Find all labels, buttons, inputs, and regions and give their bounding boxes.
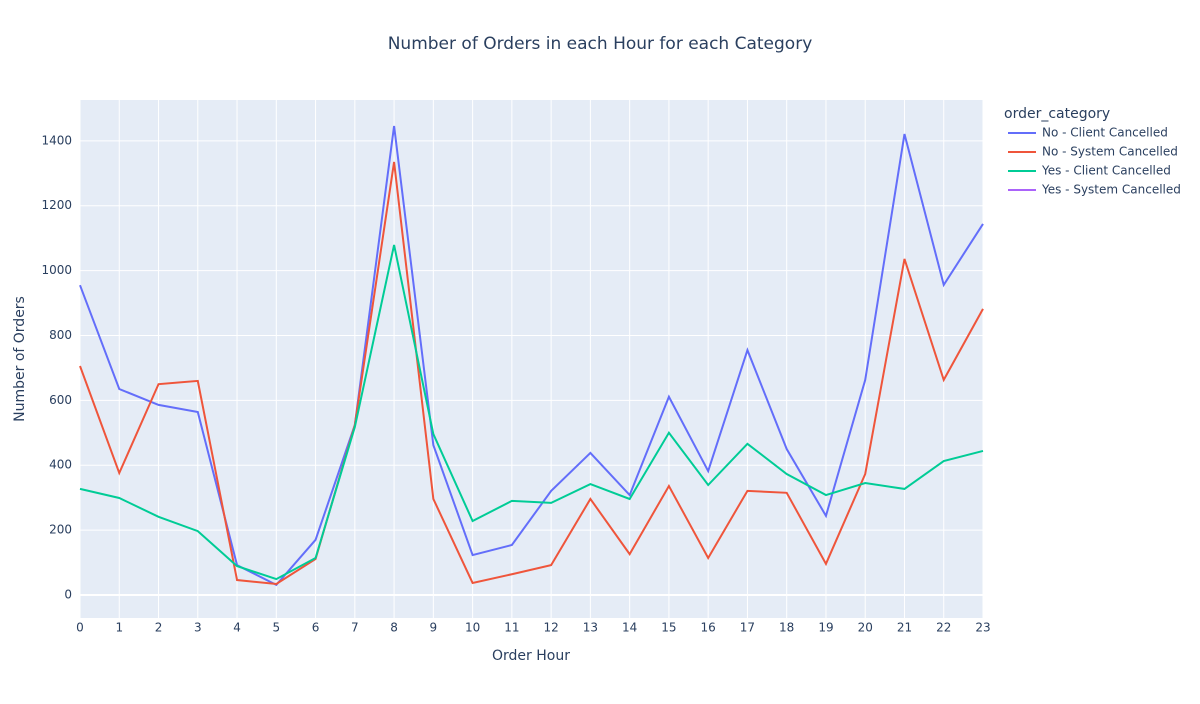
x-tick-label: 12 xyxy=(543,621,558,635)
y-axis-title: Number of Orders xyxy=(12,296,28,422)
y-tick-label: 1200 xyxy=(41,198,72,212)
x-tick-label: 21 xyxy=(897,621,912,635)
x-tick-label: 18 xyxy=(779,621,794,635)
legend-label: No - Client Cancelled xyxy=(1042,126,1168,140)
chart-title: Number of Orders in each Hour for each C… xyxy=(388,34,813,54)
x-tick-label: 14 xyxy=(622,621,637,635)
x-tick-label: 13 xyxy=(583,621,598,635)
series-line xyxy=(79,244,984,581)
x-tick-label: 5 xyxy=(272,621,280,635)
x-tick-label: 4 xyxy=(233,621,241,635)
x-axis-title: Order Hour xyxy=(492,648,570,664)
y-tick-label: 0 xyxy=(64,587,72,601)
x-tick-label: 20 xyxy=(858,621,873,635)
x-tick-label: 10 xyxy=(465,621,480,635)
x-tick-label: 9 xyxy=(430,621,438,635)
x-tick-label: 22 xyxy=(936,621,951,635)
y-tick-label: 200 xyxy=(49,523,72,537)
x-tick-label: 15 xyxy=(661,621,676,635)
x-tick-label: 2 xyxy=(155,621,163,635)
legend-label: No - System Cancelled xyxy=(1042,145,1178,159)
x-tick-label: 6 xyxy=(312,621,320,635)
y-tick-label: 400 xyxy=(49,458,72,472)
x-tick-label: 17 xyxy=(740,621,755,635)
x-tick-label: 1 xyxy=(115,621,123,635)
y-tick-label: 1000 xyxy=(41,263,72,277)
x-tick-label: 16 xyxy=(701,621,716,635)
y-tick-label: 600 xyxy=(49,393,72,407)
series-line xyxy=(79,161,984,585)
plot-area xyxy=(80,100,983,618)
x-tick-label: 3 xyxy=(194,621,202,635)
legend-label: Yes - Client Cancelled xyxy=(1041,164,1171,178)
legend-title: order_category xyxy=(1004,106,1110,122)
legend-label: Yes - System Cancelled xyxy=(1041,183,1181,197)
x-tick-label: 0 xyxy=(76,621,84,635)
x-tick-label: 8 xyxy=(390,621,398,635)
y-tick-label: 1400 xyxy=(41,133,72,147)
x-tick-label: 19 xyxy=(818,621,833,635)
x-tick-label: 11 xyxy=(504,621,519,635)
x-tick-label: 7 xyxy=(351,621,359,635)
x-tick-label: 23 xyxy=(975,621,990,635)
y-tick-label: 800 xyxy=(49,328,72,342)
